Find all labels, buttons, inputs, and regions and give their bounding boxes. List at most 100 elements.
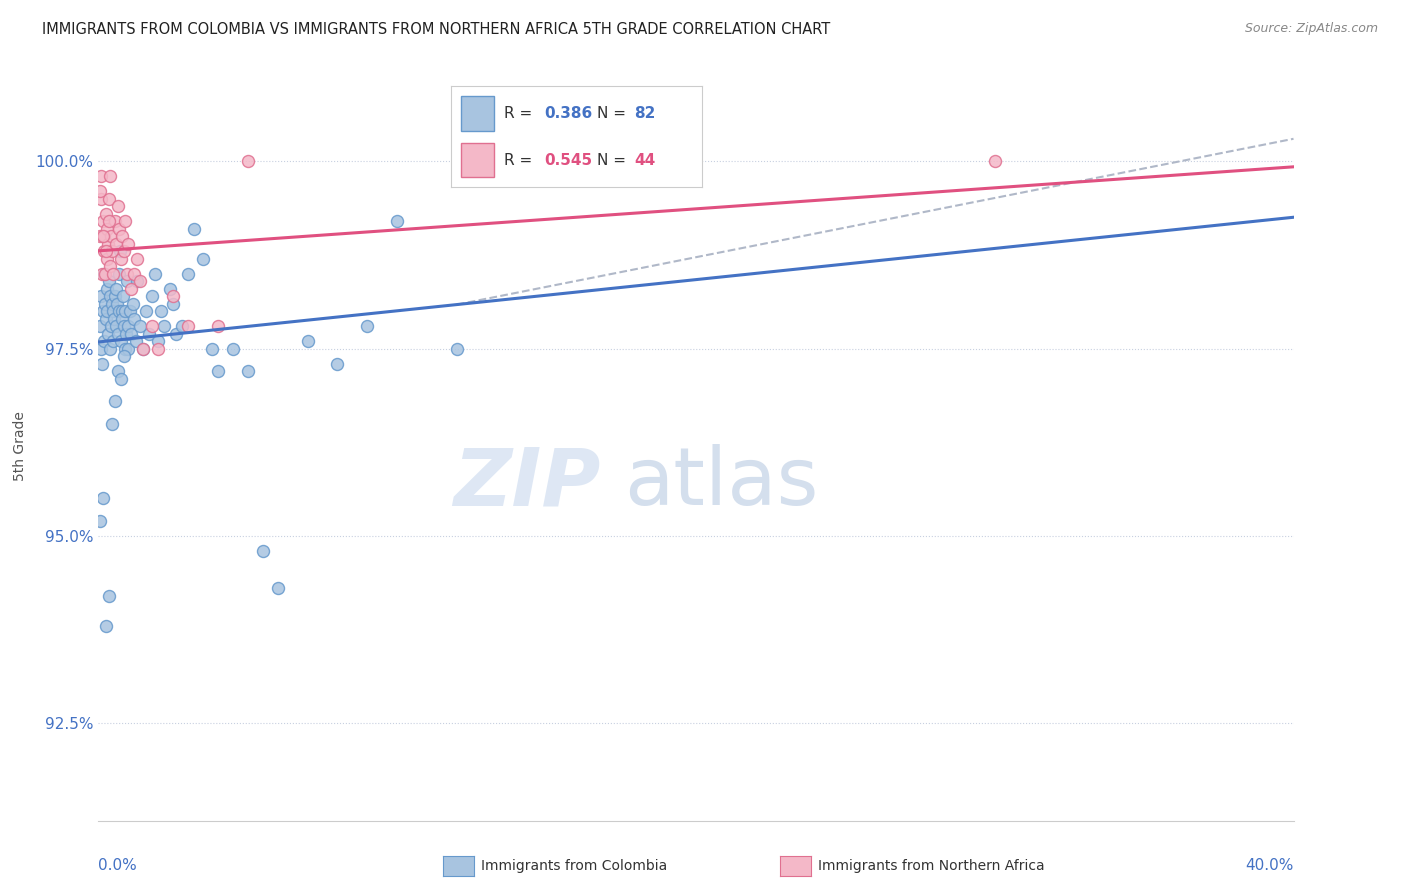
Text: IMMIGRANTS FROM COLOMBIA VS IMMIGRANTS FROM NORTHERN AFRICA 5TH GRADE CORRELATIO: IMMIGRANTS FROM COLOMBIA VS IMMIGRANTS F…	[42, 22, 831, 37]
Point	[114, 304, 136, 318]
Point	[177, 319, 200, 334]
Point	[191, 252, 214, 266]
Point	[143, 267, 166, 281]
Point	[111, 304, 134, 318]
Point	[111, 229, 134, 244]
Point	[97, 236, 120, 251]
Point	[111, 311, 134, 326]
Point	[98, 289, 122, 303]
Point	[385, 214, 409, 228]
Point	[91, 357, 114, 371]
Point	[98, 259, 122, 273]
Point	[101, 296, 124, 310]
Point	[94, 619, 117, 633]
Point	[90, 169, 112, 184]
Point	[105, 236, 128, 251]
Point	[127, 252, 149, 266]
Point	[117, 319, 139, 334]
Point	[107, 199, 129, 213]
Point	[94, 311, 117, 326]
Point	[162, 296, 184, 310]
Point	[326, 357, 349, 371]
Point	[94, 296, 117, 310]
Text: Source: ZipAtlas.com: Source: ZipAtlas.com	[1244, 22, 1378, 36]
Point	[117, 236, 139, 251]
Point	[297, 334, 319, 348]
Point	[91, 214, 114, 228]
Point	[112, 244, 135, 259]
Point	[111, 289, 134, 303]
Point	[104, 289, 127, 303]
Point	[96, 252, 118, 266]
Point	[101, 244, 124, 259]
Text: Immigrants from Northern Africa: Immigrants from Northern Africa	[818, 859, 1045, 873]
Point	[103, 267, 125, 281]
Point	[100, 229, 122, 244]
Y-axis label: 5th Grade: 5th Grade	[13, 411, 27, 481]
Point	[96, 304, 118, 318]
Point	[207, 319, 229, 334]
Point	[125, 334, 148, 348]
Point	[129, 319, 152, 334]
Point	[90, 192, 112, 206]
Point	[107, 364, 129, 378]
Point	[103, 304, 125, 318]
Point	[124, 267, 146, 281]
Point	[153, 319, 176, 334]
Point	[138, 326, 160, 341]
Point	[107, 326, 129, 341]
Point	[105, 296, 128, 310]
Point	[236, 364, 259, 378]
Point	[96, 221, 118, 235]
Point	[110, 371, 132, 385]
Point	[89, 184, 111, 198]
Point	[100, 417, 122, 431]
Point	[120, 326, 142, 341]
Point	[100, 319, 122, 334]
Text: ZIP: ZIP	[453, 444, 600, 523]
Point	[984, 154, 1007, 169]
Point	[183, 221, 205, 235]
Point	[112, 349, 135, 363]
Point	[118, 304, 141, 318]
Point	[236, 154, 259, 169]
Point	[97, 589, 120, 603]
Point	[112, 319, 135, 334]
Point	[104, 319, 127, 334]
Point	[94, 207, 117, 221]
Text: Immigrants from Colombia: Immigrants from Colombia	[481, 859, 666, 873]
Point	[356, 319, 378, 334]
Point	[89, 229, 111, 244]
Point	[121, 296, 143, 310]
Point	[110, 334, 132, 348]
Point	[98, 342, 121, 356]
Point	[110, 252, 132, 266]
Point	[201, 342, 224, 356]
Point	[98, 214, 121, 228]
Point	[129, 274, 152, 288]
Point	[97, 274, 120, 288]
Point	[93, 334, 115, 348]
Text: 40.0%: 40.0%	[1246, 858, 1294, 873]
Point	[93, 267, 115, 281]
Point	[135, 304, 157, 318]
Point	[124, 311, 146, 326]
Point	[141, 319, 163, 334]
Point	[148, 334, 170, 348]
Point	[162, 289, 184, 303]
Text: atlas: atlas	[624, 444, 818, 523]
Point	[96, 244, 118, 259]
Point	[97, 192, 120, 206]
Point	[107, 304, 129, 318]
Point	[90, 342, 112, 356]
Point	[91, 267, 114, 281]
Point	[91, 491, 114, 506]
Point	[103, 311, 125, 326]
Point	[132, 342, 155, 356]
Point	[90, 289, 112, 303]
Point	[177, 267, 200, 281]
Point	[165, 326, 187, 341]
Point	[115, 274, 138, 288]
Point	[222, 342, 245, 356]
Point	[93, 244, 115, 259]
